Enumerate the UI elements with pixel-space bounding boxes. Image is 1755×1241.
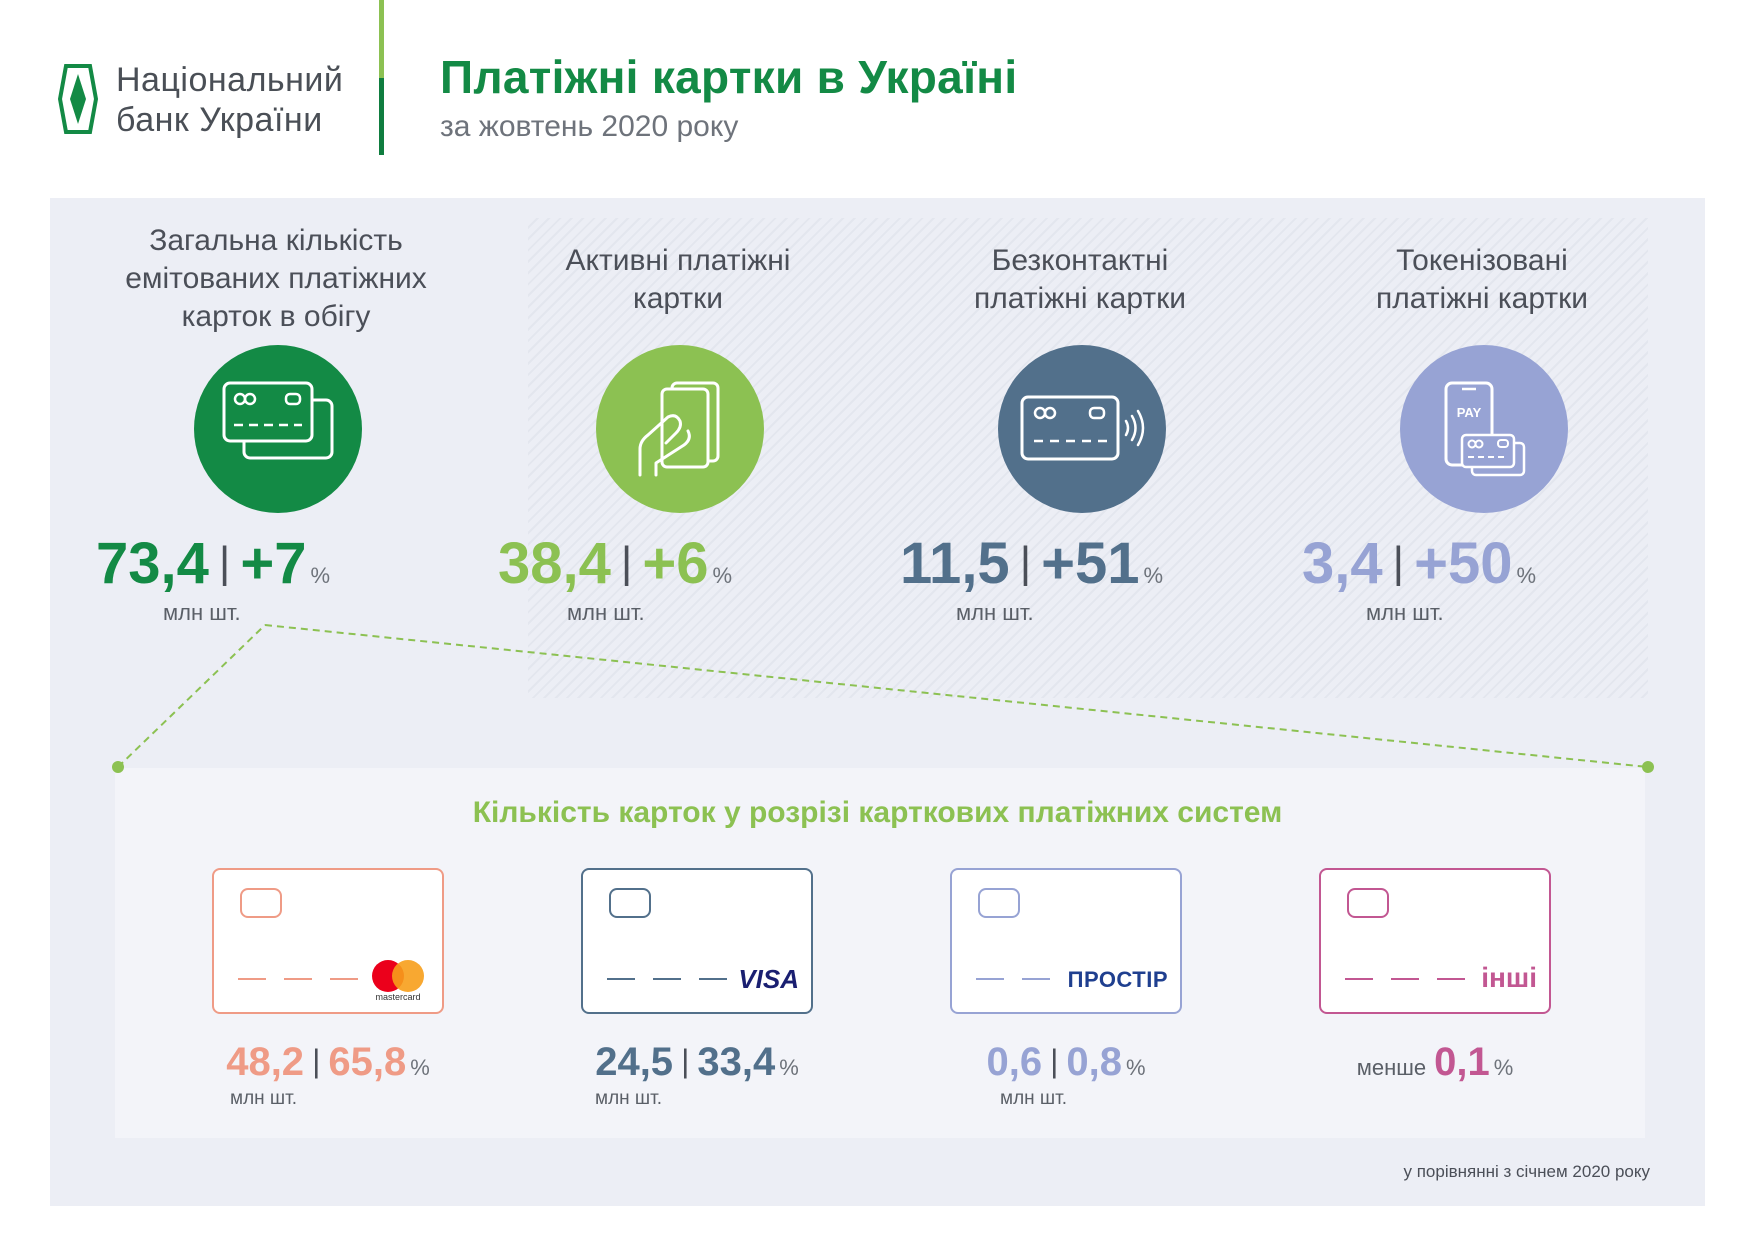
percent-sign: % bbox=[410, 1055, 430, 1080]
stat-unit: млн шт. bbox=[163, 600, 241, 625]
stat-tokenized: Токенізовані платіжні картки bbox=[1302, 242, 1662, 318]
stat-tokenized-numbers: 3,4 | +50% bbox=[1302, 530, 1662, 597]
stat-value: 11,5 bbox=[900, 531, 1010, 596]
stat-total: Загальна кількість емітованих платіжних … bbox=[96, 222, 456, 336]
percent-sign: % bbox=[779, 1055, 799, 1080]
stat-label: Токенізовані платіжні картки bbox=[1376, 244, 1588, 315]
visa-numbers: 24,5 | 33,4% bbox=[581, 1040, 813, 1085]
system-unit: млн шт. bbox=[595, 1088, 663, 1109]
visa-brand: VISA bbox=[738, 964, 799, 994]
separator: | bbox=[312, 1043, 321, 1079]
card-number-dashes bbox=[238, 978, 358, 980]
others-brand: інші bbox=[1481, 962, 1537, 993]
card-chip-icon bbox=[1347, 888, 1389, 918]
nbu-emblem-icon bbox=[58, 64, 98, 134]
footnote: у порівнянні з січнем 2020 року bbox=[1403, 1162, 1651, 1181]
nbu-logo: Національний банк України bbox=[58, 60, 348, 140]
card-number-dashes bbox=[607, 978, 727, 980]
stat-value: 3,4 bbox=[1302, 531, 1383, 596]
card-number-dashes bbox=[976, 978, 1056, 980]
stat-active: Активні платіжні картки bbox=[498, 242, 858, 318]
card-number-dashes bbox=[1345, 978, 1465, 980]
percent-sign: % bbox=[310, 563, 331, 588]
others-numbers: менше 0,1% bbox=[1319, 1040, 1551, 1085]
prostir-card: ПРОСТІР bbox=[950, 868, 1182, 1014]
stat-change: +7 bbox=[240, 531, 307, 596]
page-subtitle: за жовтень 2020 року bbox=[440, 110, 739, 143]
stat-contactless: Безконтактні платіжні картки bbox=[900, 242, 1260, 318]
stat-value: 73,4 bbox=[96, 531, 209, 596]
card-chip-icon bbox=[609, 888, 651, 918]
system-share: 0,8 bbox=[1066, 1040, 1122, 1084]
system-unit: млн шт. bbox=[1000, 1088, 1068, 1109]
prostir-numbers: 0,6 | 0,8% bbox=[950, 1040, 1182, 1085]
stat-label: Безконтактні платіжні картки bbox=[974, 244, 1186, 315]
stat-label: Загальна кількість емітованих платіжних … bbox=[125, 224, 427, 333]
separator: | bbox=[218, 538, 231, 587]
payment-systems-title: Кількість карток у розрізі карткових пла… bbox=[472, 796, 1283, 829]
separator: | bbox=[620, 538, 633, 587]
mastercard-logo-icon: mastercard bbox=[372, 960, 424, 1002]
separator: | bbox=[1050, 1043, 1059, 1079]
org-name-line1: Національний bbox=[116, 61, 344, 99]
separator: | bbox=[1019, 538, 1032, 587]
card-chip-icon bbox=[978, 888, 1020, 918]
mastercard-brand: mastercard bbox=[375, 992, 420, 1002]
system-unit: млн шт. bbox=[230, 1088, 298, 1109]
system-value: 24,5 bbox=[595, 1040, 674, 1084]
stat-change: +6 bbox=[642, 531, 709, 596]
cards-icon bbox=[194, 345, 362, 513]
stat-active-numbers: 38,4 | +6% bbox=[498, 530, 858, 597]
percent-sign: % bbox=[1516, 563, 1537, 588]
others-card: інші bbox=[1319, 868, 1551, 1014]
card-chip-icon bbox=[240, 888, 282, 918]
hand-card-icon bbox=[596, 345, 764, 513]
system-share: 65,8 bbox=[328, 1040, 407, 1084]
contactless-card-icon bbox=[998, 345, 1166, 513]
stat-unit: млн шт. bbox=[956, 600, 1034, 625]
system-value: 48,2 bbox=[226, 1040, 305, 1084]
org-name-line2: банк України bbox=[116, 101, 323, 139]
percent-sign: % bbox=[1143, 563, 1164, 588]
stat-contactless-numbers: 11,5 | +51% bbox=[900, 530, 1260, 597]
system-value: 0,6 bbox=[986, 1040, 1043, 1084]
org-name: Національний банк України bbox=[116, 60, 343, 140]
percent-sign: % bbox=[712, 563, 733, 588]
visa-card: VISA bbox=[581, 868, 813, 1014]
percent-sign: % bbox=[1125, 1055, 1146, 1080]
svg-text:PAY: PAY bbox=[1457, 405, 1482, 420]
stat-change: +50 bbox=[1414, 531, 1513, 596]
percent-sign: % bbox=[1493, 1055, 1514, 1080]
mastercard-card: mastercard bbox=[212, 868, 444, 1014]
page-title: Платіжні картки в Україні bbox=[440, 51, 1018, 103]
mastercard-numbers: 48,2 | 65,8% bbox=[212, 1040, 444, 1085]
stat-value: 38,4 bbox=[498, 531, 611, 596]
stat-total-numbers: 73,4 | +7% bbox=[96, 530, 456, 597]
stat-unit: млн шт. bbox=[1366, 600, 1444, 625]
system-share: 33,4 bbox=[697, 1040, 776, 1084]
prostir-brand: ПРОСТІР bbox=[1067, 967, 1168, 992]
stat-unit: млн шт. bbox=[567, 600, 645, 625]
system-share: 0,1 bbox=[1434, 1040, 1490, 1084]
less-than-prefix: менше bbox=[1356, 1055, 1427, 1080]
stat-change: +51 bbox=[1041, 531, 1140, 596]
phone-pay-icon: PAY bbox=[1400, 345, 1568, 513]
separator: | bbox=[1392, 538, 1405, 587]
header-divider-accent bbox=[379, 0, 384, 78]
stat-label: Активні платіжні картки bbox=[565, 244, 791, 315]
separator: | bbox=[681, 1043, 690, 1079]
